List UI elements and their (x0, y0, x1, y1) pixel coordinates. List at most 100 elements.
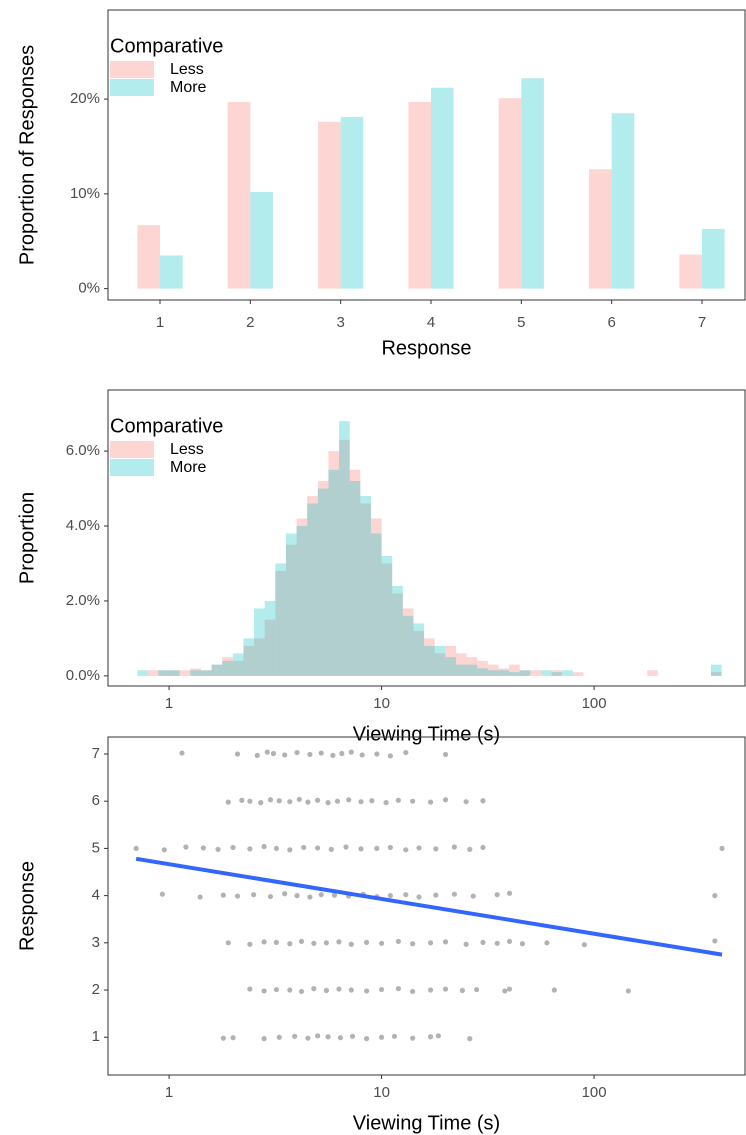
legend-label: More (170, 79, 207, 96)
point (264, 749, 270, 755)
point (305, 1035, 311, 1041)
point (395, 986, 402, 992)
x-tick-label: 2 (246, 314, 254, 331)
histogram-bar (190, 668, 201, 676)
point (294, 893, 300, 899)
histogram-bar (200, 670, 212, 676)
fit-line (135, 856, 723, 957)
histogram-bar (392, 585, 403, 676)
point (273, 986, 280, 993)
point (276, 798, 282, 804)
histogram-bar (466, 657, 478, 676)
x-tick-label: 7 (698, 314, 706, 331)
histogram-bar (370, 533, 382, 676)
point (433, 846, 439, 852)
y-tick-label: 0.0% (66, 667, 100, 684)
point (200, 845, 206, 851)
histogram-bar (222, 657, 233, 676)
point (234, 893, 241, 899)
histogram-bar (509, 672, 520, 676)
point (494, 940, 500, 946)
histogram-bar (424, 645, 435, 676)
point (480, 798, 486, 804)
bar (137, 225, 160, 289)
point (712, 893, 718, 899)
histogram-bar (285, 544, 297, 676)
point (318, 892, 324, 898)
point (346, 797, 352, 803)
histogram-bar (254, 638, 265, 676)
panel-border (107, 736, 746, 1076)
histogram-bar (190, 670, 201, 676)
point (161, 847, 167, 853)
bar (318, 121, 341, 289)
point (287, 847, 293, 853)
histogram-bar (349, 481, 361, 676)
histogram-bar (317, 481, 329, 676)
point (358, 799, 364, 805)
point (261, 988, 267, 994)
point (325, 800, 331, 806)
point (387, 753, 393, 759)
histogram-bar (424, 638, 435, 676)
point (296, 796, 302, 802)
y-tick-label: 2.0% (66, 592, 100, 609)
histogram-bar (328, 469, 340, 676)
point (348, 941, 354, 947)
point (282, 891, 288, 897)
histogram-bar (264, 619, 276, 676)
x-axis-title: Response (381, 337, 471, 359)
point (378, 1034, 385, 1040)
histogram-bar (370, 518, 382, 676)
point (433, 892, 439, 898)
point (442, 797, 449, 803)
point (378, 986, 385, 993)
histogram-bar (317, 488, 329, 676)
point (363, 939, 370, 945)
point (247, 941, 253, 947)
y-tick-label: 6 (92, 792, 100, 809)
point (551, 987, 557, 993)
point (378, 940, 385, 946)
histogram-bar (455, 653, 467, 676)
histogram-bar (572, 672, 584, 676)
point (305, 799, 311, 805)
point (395, 797, 402, 803)
point (502, 988, 508, 994)
y-axis-title: Proportion (16, 492, 38, 584)
bar (498, 98, 522, 289)
x-axis-title: Viewing Time (s) (353, 723, 500, 745)
point (427, 987, 434, 993)
x-tick-label: 6 (607, 314, 615, 331)
bar (611, 113, 635, 289)
histogram-bar (222, 660, 233, 676)
histogram-bar (392, 593, 403, 676)
point (267, 893, 274, 900)
point (467, 1036, 473, 1042)
histogram-bar (169, 670, 180, 676)
histogram-bar (477, 660, 488, 676)
point (315, 1033, 321, 1039)
point (315, 845, 321, 851)
point (416, 845, 422, 851)
point (506, 938, 513, 945)
histogram-bar (158, 670, 170, 676)
point (247, 798, 253, 804)
legend-swatch (110, 61, 154, 78)
y-axis-title: Response (16, 861, 38, 951)
point (301, 844, 307, 851)
histogram-bar (296, 526, 308, 676)
histogram-bar (200, 670, 212, 676)
bar (589, 169, 612, 289)
point (270, 750, 277, 757)
point (298, 938, 305, 945)
point (311, 940, 317, 946)
histogram-bar (434, 653, 446, 676)
point (258, 800, 264, 806)
point (337, 1035, 343, 1041)
point (307, 894, 313, 900)
point (220, 892, 226, 898)
x-tick-label: 3 (336, 314, 344, 331)
point (230, 844, 236, 851)
point (480, 939, 486, 945)
